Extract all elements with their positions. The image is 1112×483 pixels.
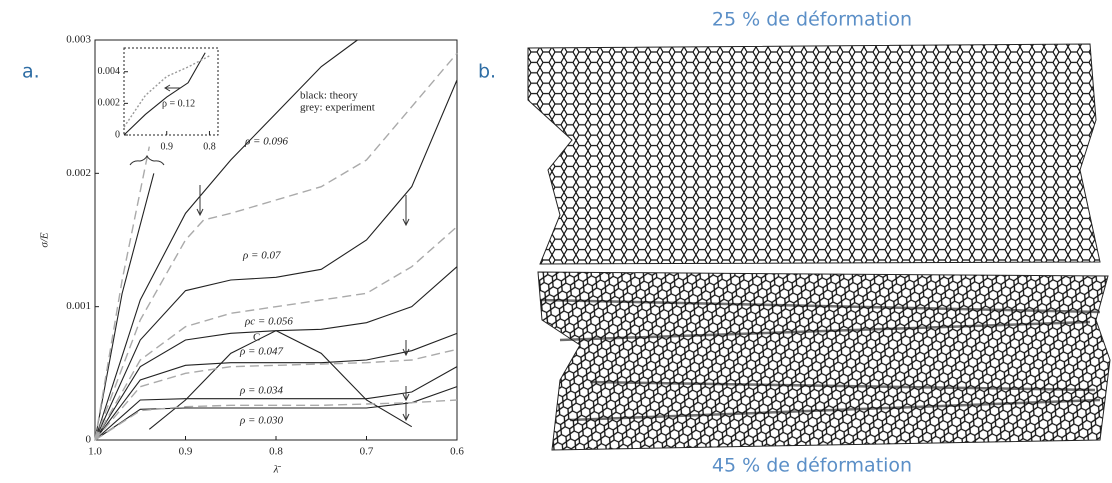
series-line bbox=[94, 226, 458, 441]
series-label: ρ = 0.07 bbox=[242, 250, 281, 262]
series-line bbox=[94, 39, 358, 441]
series-line bbox=[148, 330, 413, 430]
x-axis-label: λ̄ bbox=[273, 464, 282, 476]
arrow bbox=[196, 185, 204, 217]
series-line bbox=[94, 348, 458, 441]
y-tick-label: 0 bbox=[86, 434, 92, 446]
y-tick-label: 0 bbox=[115, 129, 120, 140]
arrow bbox=[164, 84, 180, 92]
y-tick-label: 0.002 bbox=[98, 98, 121, 109]
series-label: ρ = 0.096 bbox=[244, 136, 288, 148]
series-line bbox=[94, 399, 458, 441]
x-tick-label: 0.9 bbox=[179, 446, 193, 458]
arrow bbox=[402, 195, 410, 227]
series-line bbox=[123, 52, 206, 136]
series-line bbox=[94, 79, 458, 441]
series-label: ρc = 0.056 bbox=[244, 316, 293, 328]
series-line bbox=[94, 173, 155, 441]
series-line bbox=[94, 52, 458, 441]
arrow bbox=[402, 402, 410, 422]
lattice-image bbox=[527, 43, 1111, 451]
x-tick-label: 0.7 bbox=[360, 446, 374, 458]
y-tick-label: 0.003 bbox=[66, 34, 91, 46]
x-tick-label: 0.8 bbox=[269, 446, 283, 458]
panel-caption: 25 % de déformation bbox=[712, 9, 912, 31]
series-line bbox=[123, 55, 210, 128]
annotation: C bbox=[253, 332, 260, 344]
annotation: black: theory bbox=[300, 90, 358, 102]
y-tick-label: 0.004 bbox=[98, 66, 121, 77]
panel-letter: a. bbox=[22, 61, 40, 83]
y-tick-label: 0.002 bbox=[66, 167, 91, 179]
panel-caption: 45 % de déformation bbox=[712, 455, 912, 477]
annotation: grey: experiment bbox=[300, 102, 375, 114]
panel-letter: b. bbox=[478, 61, 496, 83]
y-tick-label: 0.001 bbox=[66, 300, 91, 312]
series-label: ρ = 0.030 bbox=[239, 415, 283, 427]
brace bbox=[129, 154, 165, 166]
series-label: ρ = 0.034 bbox=[239, 385, 283, 397]
series-line bbox=[94, 386, 458, 441]
x-tick-label: 1.0 bbox=[88, 446, 102, 458]
series-line bbox=[94, 146, 150, 441]
arrow bbox=[402, 386, 410, 402]
arrow bbox=[402, 340, 410, 357]
x-tick-label: 0.6 bbox=[450, 446, 464, 458]
annotation: ρ = 0.12 bbox=[162, 98, 195, 109]
series-line bbox=[94, 332, 458, 441]
series-label: ρ = 0.047 bbox=[239, 346, 283, 358]
x-tick-label: 0.9 bbox=[160, 141, 173, 152]
x-tick-label: 0.8 bbox=[203, 141, 216, 152]
y-axis-label: σ/E bbox=[39, 232, 51, 247]
series-line bbox=[94, 366, 458, 441]
